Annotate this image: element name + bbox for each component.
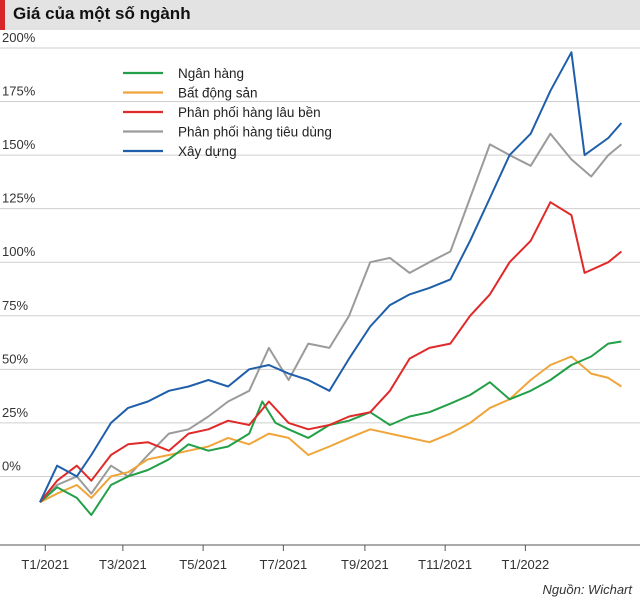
chart-title: Giá của một số ngành [13,4,191,23]
legend-label: Phân phối hàng tiêu dùng [178,125,332,140]
legend-label: Xây dựng [178,144,237,159]
y-tick-label: 25% [2,405,28,420]
source-note: Nguồn: Wichart [542,582,632,597]
legend: Ngân hàng Bất động sản Phân phối hàng lâu … [123,66,332,159]
series-line-2 [39,355,622,504]
y-tick-label: 75% [2,298,28,313]
x-tick-label: T9/2021 [341,557,389,572]
series-line-3 [39,201,623,503]
x-tick-label: T5/2021 [179,557,227,572]
legend-label: Bất động sản [178,86,258,101]
legend-label: Ngân hàng [178,66,244,81]
header-accent-bar [0,0,5,30]
x-tick-label: T1/2021 [21,557,69,572]
x-axis: T1/2021 T3/2021 T5/2021 T7/2021 T9/2021 T11/2… [0,544,640,572]
y-tick-label: 50% [2,351,28,366]
y-tick-label: 125% [2,191,36,206]
y-tick-label: 175% [2,84,36,99]
grid-lines [0,47,640,477]
chart-header: Giá của một số ngành [0,0,640,30]
x-tick-label: T11/2021 [418,557,472,572]
series-line-1 [39,340,622,516]
y-tick-label: 150% [2,137,36,152]
series-lines [39,51,623,516]
y-axis-ticks: 0% 25% 50% 75% 100% 125% 150% 175% 200% [2,30,36,473]
y-tick-label: 200% [2,30,36,45]
y-tick-label: 0% [2,458,21,473]
y-tick-label: 100% [2,244,36,259]
series-line-5 [39,51,623,503]
x-tick-label: T7/2021 [260,557,308,572]
legend-label: Phân phối hàng lâu bền [178,105,321,120]
x-tick-label: T3/2021 [99,557,147,572]
x-tick-label: T1/2022 [502,557,550,572]
